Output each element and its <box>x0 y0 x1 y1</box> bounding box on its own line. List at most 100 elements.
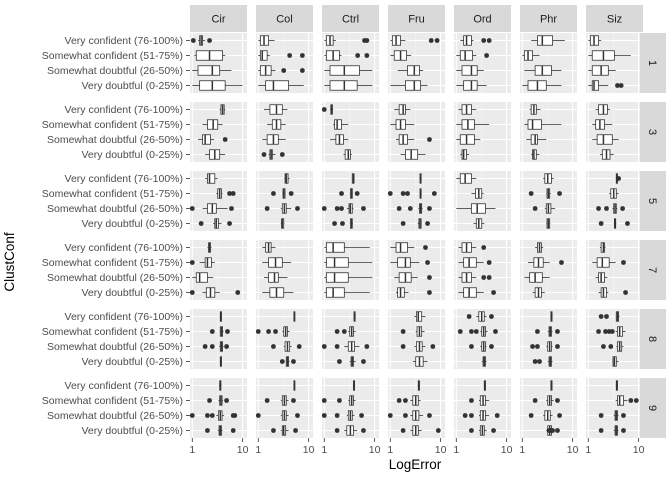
box-iqr <box>397 257 411 268</box>
boxplot <box>457 326 498 337</box>
outlier-point <box>273 329 278 334</box>
outlier-point <box>532 398 538 403</box>
panel-phr-3 <box>520 102 577 162</box>
outlier-point <box>537 359 542 364</box>
panel-fru-8 <box>388 309 445 369</box>
boxplot <box>324 272 373 283</box>
boxplot <box>202 119 223 130</box>
column-strip-label: Ctrl <box>342 14 359 26</box>
outlier-point <box>261 152 267 157</box>
outlier-point <box>486 275 492 280</box>
panel-ord-7 <box>454 240 511 300</box>
panel-background <box>190 378 247 438</box>
outlier-point <box>271 344 276 349</box>
y-tick-label: Somewhat confident (51-75%) <box>42 395 183 407</box>
panel-phr-5 <box>520 171 577 231</box>
outlier-point <box>209 329 215 334</box>
boxplot <box>264 272 288 283</box>
boxplot <box>458 257 492 268</box>
boxplot <box>262 257 292 268</box>
outlier-point <box>486 260 492 265</box>
boxplot <box>262 134 286 145</box>
outlier-point <box>190 38 196 43</box>
panel-siz-1 <box>586 33 643 93</box>
y-tick-label: Very confident (76-100%) <box>65 380 183 392</box>
panel-ctrl-8 <box>321 309 379 369</box>
box-iqr <box>591 65 609 76</box>
boxplot <box>207 395 229 406</box>
boxplot <box>458 272 492 283</box>
box-iqr <box>325 257 349 268</box>
x-tick-label: 1 <box>519 444 525 456</box>
y-tick-label: Very doubtful (0-25%) <box>81 218 183 230</box>
outlier-point <box>555 329 560 334</box>
boxplot <box>524 119 562 130</box>
outlier-point <box>321 398 327 403</box>
panel-fru-9 <box>387 378 445 438</box>
y-tick-label: Somewhat confident (51-75%) <box>42 119 183 131</box>
boxplot <box>456 173 477 184</box>
outlier-point <box>339 191 344 196</box>
outlier-point <box>189 413 195 418</box>
panel-background <box>520 102 577 162</box>
outlier-point <box>205 428 210 433</box>
boxplot <box>469 425 496 436</box>
outlier-point <box>555 344 560 349</box>
boxplot <box>258 80 304 91</box>
outlier-point <box>604 314 609 319</box>
boxplot <box>219 311 223 322</box>
boxplot <box>612 356 619 367</box>
boxplot <box>202 341 229 352</box>
outlier-point <box>230 428 236 433</box>
outlier-point <box>491 290 496 295</box>
boxplot <box>598 425 626 436</box>
panel-background <box>520 309 577 369</box>
boxplot <box>598 218 630 229</box>
boxplot <box>400 218 430 229</box>
y-tick-label: Somewhat confident (51-75%) <box>42 326 183 338</box>
outlier-point <box>281 68 287 73</box>
boxplot <box>456 80 487 91</box>
boxplot <box>321 410 364 421</box>
y-axis-title: ClustConf <box>2 232 17 292</box>
outlier-point <box>334 344 340 349</box>
boxplot <box>279 356 296 367</box>
boxplot <box>483 380 487 391</box>
outlier-point <box>425 260 430 265</box>
boxplot <box>262 242 276 253</box>
boxplot <box>400 149 426 160</box>
box-iqr <box>407 65 420 76</box>
boxplot <box>330 134 349 145</box>
y-tick-label: Very confident (76-100%) <box>65 104 183 116</box>
boxplot <box>522 80 562 91</box>
outlier-point <box>321 344 327 349</box>
column-strip-ctrl <box>322 5 379 32</box>
boxplot <box>189 203 234 214</box>
boxplot <box>400 425 441 436</box>
outlier-point <box>427 290 432 295</box>
y-tick-label: Very doubtful (0-25%) <box>81 80 183 92</box>
outlier-point <box>255 413 261 418</box>
boxplot <box>390 119 415 130</box>
panel-cir-1 <box>190 33 247 93</box>
boxplot <box>264 104 288 115</box>
boxplot <box>532 287 545 298</box>
boxplot <box>526 134 547 145</box>
boxplot <box>588 35 602 46</box>
outlier-point <box>209 413 215 418</box>
column-strip-label: Fru <box>408 14 425 26</box>
y-tick-label: Somewhat doubtful (26-50%) <box>47 203 183 215</box>
outlier-point <box>604 206 609 211</box>
outlier-point <box>469 428 474 433</box>
panel-background <box>256 171 313 231</box>
boxplot <box>458 287 496 298</box>
outlier-point <box>598 314 604 319</box>
panel-ord-5 <box>454 171 511 231</box>
outlier-point <box>332 221 337 226</box>
boxplot <box>543 173 554 184</box>
panels-layer <box>189 33 643 438</box>
row-strip-7 <box>640 240 666 300</box>
outlier-point <box>493 329 498 334</box>
boxplot <box>394 272 432 283</box>
